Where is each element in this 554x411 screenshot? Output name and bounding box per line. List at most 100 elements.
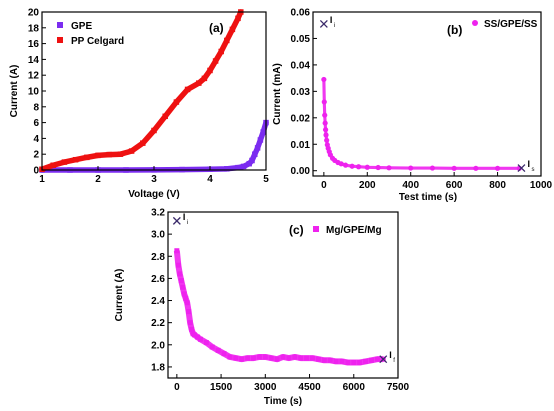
panel-b-legend-marker (472, 20, 478, 26)
panel-b-series-ss-gpe-ss-point (349, 163, 355, 169)
panel-c-series-mg-gpe-mg-point (203, 340, 209, 346)
panel-b-series-ss-gpe-ss-point (494, 165, 501, 171)
panel-a-y-tick-label: 8 (33, 102, 39, 113)
panel-a-legend: GPE PP Celgard (57, 21, 124, 47)
panel-b-label: (b) (447, 23, 462, 37)
panel-a-series-pp-celgard-point (173, 99, 180, 105)
panel-b-annotation-label: I (330, 15, 333, 25)
panel-a-series-pp-celgard-point (151, 127, 157, 134)
panel-b-y-tick-label: 0.05 (291, 34, 311, 45)
panel-b-series-ss-gpe-ss-point (342, 162, 349, 168)
panel-b-y-tick-label: 0.04 (291, 60, 311, 71)
panel-a-series-pp-celgard-point (95, 152, 101, 159)
panel-c-series-mg-gpe-mg-point (175, 262, 181, 268)
panel-c-legend-marker (313, 226, 319, 232)
panel-b-series-ss-gpe-ss-point (321, 99, 327, 105)
panel-c-series-mg-gpe-mg-point (321, 357, 327, 363)
panel-b-series-ss-gpe-ss-point (408, 165, 414, 171)
panel-c-series-mg-gpe-mg-point (262, 354, 268, 360)
panel-b-y-tick-label: 0.01 (291, 140, 311, 151)
panel-a-series-gpe-point (257, 137, 264, 143)
panel-a-y-tick-label: 10 (28, 87, 40, 98)
panel-c-series-mg-gpe-mg-point (286, 355, 292, 361)
panel-b-plot-frame (312, 11, 542, 177)
panel-c-series-mg-gpe-mg-point (180, 284, 186, 290)
panel-c-series-mg-gpe-mg-point (239, 356, 245, 362)
panel-a-legend-label-gpe: GPE (71, 21, 92, 32)
panel-c-series-mg-gpe-mg-point (233, 355, 239, 361)
panel-b-annotation-x-icon (517, 164, 526, 173)
panel-a-x-tick-label: 5 (263, 174, 269, 185)
panel-b-series-ss-gpe-ss-trace (322, 79, 520, 170)
panel-c-series-mg-gpe-mg-point (256, 354, 262, 360)
panel-a-x-tick-label: 1 (39, 174, 45, 185)
panel-c-series-mg-gpe-mg-point (339, 358, 345, 364)
panel-b-series-ss-gpe-ss-point (356, 164, 362, 170)
panel-c-label: (c) (289, 223, 304, 237)
panel-a-y-tick-label: 14 (28, 55, 40, 66)
panel-c-x-tick-label: 3000 (254, 382, 277, 393)
panel-a-series-pp-celgard-point (162, 113, 168, 120)
panel-a-series-gpe-point (252, 151, 258, 157)
panel-c-series-mg-gpe-mg-point (209, 344, 215, 350)
panel-b-series-ss-gpe-ss-point (321, 76, 327, 83)
panel-b-series-ss-gpe-ss-point (386, 165, 392, 171)
panel-a-series-pp-celgard-point (201, 75, 208, 82)
panel-b-series-ss-gpe-ss-point (322, 112, 328, 118)
panel-a-label: (a) (209, 21, 224, 35)
panel-c-series-mg-gpe-mg-point (345, 360, 351, 366)
panel-c-series-mg-gpe-mg-point (298, 355, 304, 361)
panel-c-series-mg-gpe-mg-point (174, 248, 180, 254)
panel-c-series-mg-gpe-mg-point (186, 309, 192, 315)
panel-c-series-mg-gpe-mg-point (221, 351, 227, 357)
panel-a-legend-marker-pp-celgard (57, 37, 63, 43)
panel-a-legend-label-pp-celgard: PP Celgard (71, 36, 124, 47)
panel-c-x-axis-title: Time (s) (264, 396, 302, 407)
panel-a-series-pp-celgard-point (196, 80, 202, 86)
panel-b-annotation-label: I (527, 159, 530, 169)
panel-a-series-pp-celgard-point (224, 37, 230, 44)
panel-b-series-ss-gpe-ss-point (429, 165, 436, 171)
panel-b-series-ss-gpe-ss-point (451, 165, 457, 171)
panel-a-series-gpe-point (254, 145, 261, 151)
panel-b-series-ss-gpe-ss-point (364, 164, 370, 170)
panel-a-series-gpe-point (240, 163, 247, 170)
panel-a-series-pp-celgard-point (72, 156, 79, 163)
panel-b-x-tick-label: 200 (359, 180, 376, 191)
panel-a-series-pp-celgard-point (229, 26, 236, 33)
panel-c-series-mg-gpe-mg-point (251, 355, 257, 361)
panel-c-series-layer (173, 248, 386, 366)
panel-a-series-pp-celgard-point (106, 151, 112, 158)
panel-a-y-tick-label: 4 (33, 134, 39, 145)
panel-c-series-mg-gpe-mg-point (292, 354, 298, 360)
panel-c-series-mg-gpe-mg-point (181, 291, 187, 297)
panel-c-x-tick-label: 4500 (298, 382, 321, 393)
panel-b-y-tick-label: 0.00 (291, 166, 311, 177)
panel-c-series-mg-gpe-mg-point (309, 355, 315, 361)
panel-a-series-gpe-point (246, 160, 252, 167)
panel-c-y-axis-title: Current (A) (114, 269, 125, 322)
panel-a-x-axis-title: Voltage (V) (128, 189, 179, 200)
panel-a-series-gpe-point (224, 166, 230, 172)
panel-c-x-tick-label: 1500 (210, 382, 233, 393)
panel-c-series-mg-gpe-mg-point (183, 295, 189, 301)
panel-a-y-tick-label: 18 (28, 23, 40, 34)
panel-c-annotation-label: I (183, 212, 186, 222)
panel-b-annotation-marker: Ii (319, 15, 335, 29)
panel-b-x-tick-label: 400 (402, 180, 419, 191)
panel-a-series-pp-celgard-point (50, 162, 56, 169)
panel-c-series-mg-gpe-mg-point (333, 358, 339, 364)
panel-c-annotation-label: I (389, 350, 392, 360)
panel-c-y-tick-label: 2.6 (151, 274, 165, 285)
panel-a-series-pp-celgard-point (218, 48, 224, 55)
panel-a-series-pp-celgard-point (128, 148, 135, 154)
panel-a-legend-marker-gpe (57, 22, 63, 28)
panel-a-series-gpe-point (249, 157, 255, 164)
panel-a-y-tick-label: 6 (33, 118, 39, 129)
panel-a-x-tick-label: 2 (95, 174, 101, 185)
panel-a-series-pp-celgard-point (140, 140, 146, 146)
panel-a-series-pp-celgard-point (84, 154, 90, 161)
